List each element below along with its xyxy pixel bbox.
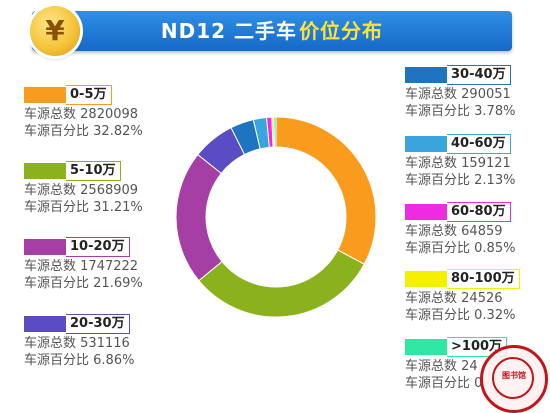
legend-label: 5-10万	[66, 161, 121, 181]
percent-value: 6.86%	[93, 353, 135, 368]
total-value: 24526	[461, 291, 503, 306]
yuan-symbol: ¥	[45, 14, 65, 47]
percent-caption: 车源百分比	[405, 376, 471, 391]
total-value: 2820098	[80, 107, 139, 122]
percent-value: 2.13%	[474, 173, 516, 188]
total-caption: 车源总数	[405, 359, 458, 374]
legend-percent: 车源百分比 0	[405, 375, 507, 392]
title-prefix: ND12 二手车	[160, 19, 298, 43]
legend-total: 车源总数 2568909	[24, 182, 143, 199]
chart-title: ND12 二手车 价位分布	[32, 11, 512, 51]
legend-swatch	[405, 271, 447, 287]
legend-item-3: 20-30万 车源总数 531116 车源百分比 6.86%	[24, 313, 134, 369]
legend-total: 车源总数 531116	[24, 335, 134, 352]
total-caption: 车源总数	[405, 291, 458, 306]
legend-swatch	[405, 204, 447, 220]
percent-caption: 车源百分比	[24, 200, 90, 215]
legend-total: 车源总数 159121	[405, 155, 515, 172]
donut-slice-0	[275, 116, 377, 265]
legend-item-0: 0-5万 车源总数 2820098 车源百分比 32.82%	[24, 84, 143, 140]
percent-caption: 车源百分比	[405, 104, 471, 119]
legend-label: 0-5万	[66, 85, 112, 105]
donut-slice-1	[198, 249, 365, 318]
legend-percent: 车源百分比 6.86%	[24, 352, 134, 369]
legend-swatch	[405, 136, 447, 152]
title-highlight: 价位分布	[299, 19, 384, 43]
percent-value: 31.21%	[93, 200, 143, 215]
legend-percent: 车源百分比 2.13%	[405, 172, 515, 189]
legend-percent: 车源百分比 0.32%	[405, 307, 520, 324]
total-caption: 车源总数	[24, 336, 77, 351]
total-value: 531116	[80, 336, 130, 351]
legend-label: 60-80万	[447, 202, 511, 222]
percent-caption: 车源百分比	[24, 353, 90, 368]
legend-item-5: 40-60万 车源总数 159121 车源百分比 2.13%	[405, 133, 515, 189]
legend-swatch	[405, 67, 447, 83]
legend-total: 车源总数 290051	[405, 86, 515, 103]
legend-percent: 车源百分比 0.85%	[405, 240, 515, 257]
legend-percent: 车源百分比 32.82%	[24, 123, 143, 140]
legend-percent: 车源百分比 3.78%	[405, 103, 515, 120]
legend-swatch	[24, 239, 66, 255]
total-value: 290051	[461, 87, 511, 102]
title-banner: ND12 二手车 价位分布	[32, 11, 512, 51]
legend-percent: 车源百分比 21.69%	[24, 275, 143, 292]
donut-chart	[175, 116, 377, 318]
total-caption: 车源总数	[24, 183, 77, 198]
legend-swatch	[24, 316, 66, 332]
legend-swatch	[405, 339, 447, 355]
total-value: 64859	[461, 224, 503, 239]
total-caption: 车源总数	[24, 107, 77, 122]
percent-caption: 车源百分比	[405, 173, 471, 188]
donut-slice-8	[273, 116, 277, 148]
percent-value: 3.78%	[474, 104, 516, 119]
percent-caption: 车源百分比	[405, 308, 471, 323]
total-value: 1747222	[80, 259, 139, 274]
legend-swatch	[24, 87, 66, 103]
legend-total: 车源总数 1747222	[24, 258, 143, 275]
legend-item-2: 10-20万 车源总数 1747222 车源百分比 21.69%	[24, 236, 143, 292]
legend-percent: 车源百分比 31.21%	[24, 199, 143, 216]
legend-label: 20-30万	[66, 314, 130, 334]
yuan-coin-icon: ¥	[30, 6, 80, 56]
legend-total: 车源总数 2820098	[24, 106, 143, 123]
stamp-inner-ring	[492, 357, 534, 399]
legend-item-7: 80-100万 车源总数 24526 车源百分比 0.32%	[405, 268, 520, 324]
total-caption: 车源总数	[24, 259, 77, 274]
legend-label: 40-60万	[447, 134, 511, 154]
legend-label: 30-40万	[447, 65, 511, 85]
donut-slice-2	[175, 153, 223, 282]
percent-caption: 车源百分比	[24, 276, 90, 291]
legend-total: 车源总数 24	[405, 358, 507, 375]
legend-item-4: 30-40万 车源总数 290051 车源百分比 3.78%	[405, 64, 515, 120]
percent-value: 0	[474, 376, 483, 391]
percent-caption: 车源百分比	[24, 124, 90, 139]
percent-value: 0.85%	[474, 241, 516, 256]
stamp-text: 图书馆	[502, 371, 526, 380]
percent-caption: 车源百分比	[405, 241, 471, 256]
legend-label: 80-100万	[447, 269, 520, 289]
total-value: 159121	[461, 156, 511, 171]
legend-swatch	[24, 163, 66, 179]
total-caption: 车源总数	[405, 224, 458, 239]
legend-item-6: 60-80万 车源总数 64859 车源百分比 0.85%	[405, 201, 515, 257]
total-caption: 车源总数	[405, 87, 458, 102]
legend-total: 车源总数 64859	[405, 223, 515, 240]
library-seal-stamp: 图书馆	[480, 345, 548, 413]
percent-value: 0.32%	[474, 308, 516, 323]
legend-label: 10-20万	[66, 237, 130, 257]
percent-value: 32.82%	[93, 124, 143, 139]
legend-total: 车源总数 24526	[405, 290, 520, 307]
percent-value: 21.69%	[93, 276, 143, 291]
total-caption: 车源总数	[405, 156, 458, 171]
total-value: 2568909	[80, 183, 139, 198]
total-value: 24	[461, 359, 478, 374]
legend-item-1: 5-10万 车源总数 2568909 车源百分比 31.21%	[24, 160, 143, 216]
